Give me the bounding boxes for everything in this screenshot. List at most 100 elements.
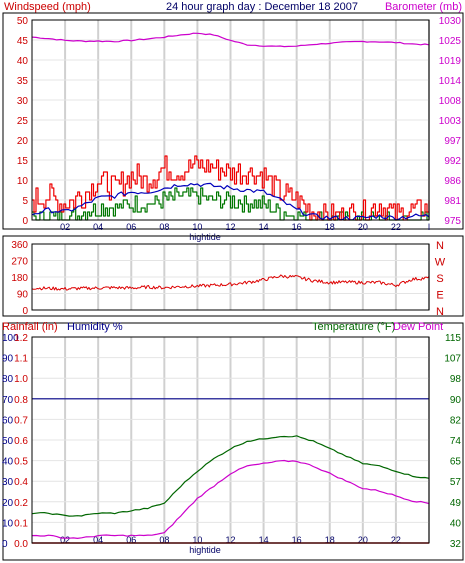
temperature-title: Temperature (°F) — [312, 321, 395, 333]
barometer-tick-label: 975 — [444, 216, 461, 227]
wind-hour-labels: 02 04 06 08 10 12 14 16 18 20 22 l — [60, 222, 430, 232]
direction-degree-label: 180 — [11, 273, 28, 284]
direction-degree-label: 90 — [17, 290, 29, 301]
hour-tick-label: 10 — [192, 535, 202, 545]
rain-tick-label: 0.0 — [14, 539, 28, 550]
windspeed-tick-label: 0 — [22, 216, 28, 227]
rain-tick-label: 1.2 — [14, 333, 28, 344]
direction-degree-label: 360 — [11, 240, 28, 251]
windspeed-tick-label: 45 — [17, 36, 29, 47]
rain-tick-label: 0.4 — [14, 477, 28, 488]
compass-label: N — [436, 240, 444, 252]
humidity-tick-label: 0 — [2, 539, 8, 550]
temperature-tick-label: 82 — [450, 415, 462, 426]
rain-tick-label: 0.1 — [14, 518, 28, 529]
humidity-tick-label: 20 — [2, 498, 14, 509]
temperature-tick-label: 90 — [450, 395, 462, 406]
windspeed-tick-label: 20 — [17, 136, 29, 147]
windspeed-tick-labels: 0 5 10 15 20 25 30 35 40 45 50 — [17, 16, 29, 227]
barometer-tick-label: 1025 — [439, 36, 462, 47]
barometer-tick-label: 1003 — [439, 116, 462, 127]
direction-degree-label: 0 — [22, 306, 28, 317]
dew-point-title: Dew Point — [393, 321, 443, 333]
rain-tick-label: 1.0 — [14, 374, 28, 385]
barometer-tick-label: 981 — [444, 196, 461, 207]
barometer-tick-label: 986 — [444, 176, 461, 187]
temperature-tick-label: 107 — [444, 354, 461, 365]
temperature-line — [31, 435, 430, 517]
dew-point-line — [31, 459, 430, 539]
humidity-rain-tick-labels: 0 0.010 0.120 0.230 0.440 0.550 0.660 0.770 0.88… — [2, 333, 28, 550]
hightide-label: hightide — [189, 232, 221, 242]
hour-tick-label: 22 — [391, 222, 401, 232]
temperature-tick-label: 98 — [450, 374, 462, 385]
rain-tick-label: 0.8 — [14, 395, 28, 406]
hour-tick-label: 12 — [225, 222, 235, 232]
compass-label: E — [436, 290, 443, 302]
temperature-humidity-panel: Rainfall (in) Humidity % Temperature (°F… — [2, 321, 464, 561]
hour-tick-label: 10 — [192, 222, 202, 232]
graph-date-title: 24 hour graph day : December 18 2007 — [166, 1, 358, 13]
barometer-tick-label: 1019 — [439, 56, 462, 67]
compass-label: S — [436, 273, 443, 285]
hour-tick-label: 08 — [159, 535, 169, 545]
windspeed-tick-label: 10 — [17, 176, 29, 187]
rain-tick-label: 0.5 — [14, 457, 28, 468]
windspeed-tick-label: 15 — [17, 156, 29, 167]
hightide-label-lower: hightide — [189, 545, 221, 555]
hour-tick-label: 18 — [325, 222, 335, 232]
barometer-tick-label: 997 — [444, 136, 461, 147]
wind-gust-line — [32, 155, 430, 221]
wind-average-line — [31, 182, 430, 221]
direction-degree-label: 270 — [11, 257, 28, 268]
direction-series — [31, 274, 430, 291]
rain-tick-label: 0.2 — [14, 498, 28, 509]
direction-degree-labels: 0 90 180 270 360 — [11, 240, 28, 317]
rain-tick-label: 1.1 — [14, 354, 28, 365]
barometer-tick-label: 992 — [444, 156, 461, 167]
wind-plot-border — [31, 19, 430, 221]
hour-tick-label: 16 — [292, 222, 302, 232]
hour-tick-label: 04 — [93, 535, 103, 545]
temperature-tick-label: 40 — [450, 518, 462, 529]
windspeed-tick-label: 25 — [17, 116, 29, 127]
barometer-tick-label: 1030 — [439, 16, 462, 27]
humidity-title: Humidity % — [67, 321, 123, 333]
hour-tick-label: 14 — [259, 222, 269, 232]
temperature-tick-labels: 32 40 49 57 65 74 82 90 98 107 115 — [444, 333, 461, 550]
windspeed-title: Windspeed (mph) — [4, 1, 91, 13]
windspeed-tick-label: 35 — [17, 76, 29, 87]
rain-tick-label: 0.6 — [14, 436, 28, 447]
humidity-tick-label: 80 — [2, 374, 14, 385]
rainfall-title: Rainfall (in) — [2, 321, 58, 333]
temperature-tick-label: 115 — [445, 333, 461, 344]
panel-frame-wind — [2, 12, 464, 230]
wind-direction-line — [31, 274, 430, 291]
wind-barometer-panel: Windspeed (mph) 24 hour graph day : Dece… — [2, 1, 464, 242]
temperature-tick-label: 65 — [450, 457, 462, 468]
humidity-tick-label: 40 — [2, 457, 14, 468]
hour-tick-label: 02 — [60, 222, 70, 232]
windspeed-tick-label: 5 — [22, 196, 28, 207]
hour-tick-label: 02 — [60, 535, 70, 545]
compass-label: N — [436, 306, 444, 318]
windspeed-tick-label: 40 — [17, 56, 29, 67]
temperature-tick-label: 74 — [450, 436, 462, 447]
hour-tick-label: 06 — [126, 535, 136, 545]
hour-tick-label: 18 — [325, 535, 335, 545]
hour-tick-label: 08 — [159, 222, 169, 232]
humidity-tick-label: 50 — [2, 436, 14, 447]
rain-tick-label: 0.7 — [14, 415, 28, 426]
barometer-tick-labels: 975 981 986 992 997 1003 1008 1014 1019 1025 1030 — [439, 16, 462, 227]
compass-label: W — [435, 257, 446, 269]
hour-tick-label: 12 — [225, 535, 235, 545]
hour-tick-label: 16 — [292, 535, 302, 545]
barometer-title: Barometer (mb) — [385, 1, 462, 13]
panel-frame-temperature — [2, 322, 464, 561]
humidity-tick-label: 60 — [2, 415, 14, 426]
barometer-line — [31, 32, 430, 48]
